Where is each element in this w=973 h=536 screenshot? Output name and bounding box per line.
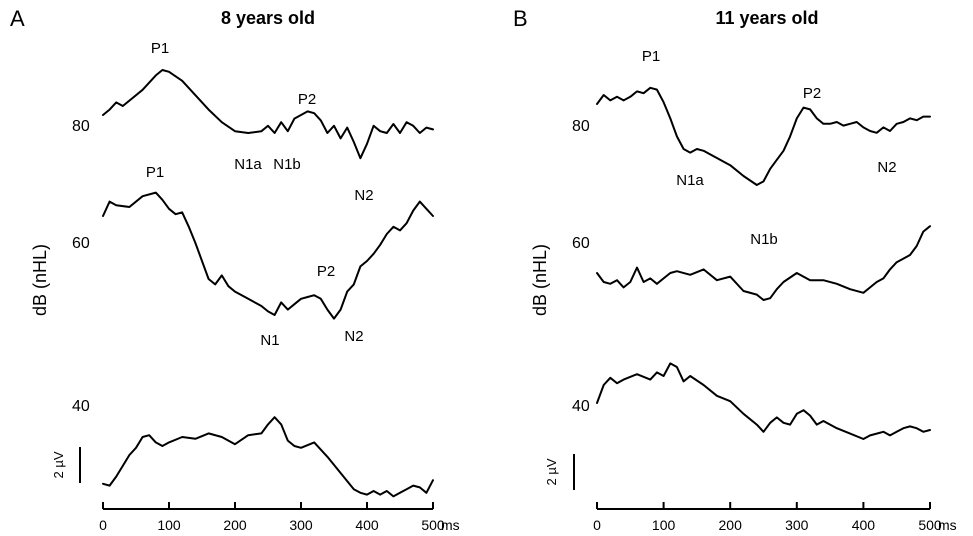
panel-a-80-n2-label: N2	[354, 187, 373, 204]
panel-a-letter: A	[10, 6, 25, 31]
panel-b-80-n2-label: N2	[877, 159, 896, 176]
panel-a-trace-60	[102, 191, 434, 320]
panel-a-80-n1b-label: N1b	[273, 156, 301, 173]
panel-b-x-tick-label: 0	[593, 517, 601, 533]
panel-a-80-p2-label: P2	[298, 91, 316, 108]
panel-b-trace-60	[596, 225, 931, 301]
panel-b-x-tick-label: 200	[719, 517, 743, 533]
panel-a: A 8 years old dB (nHL) 80 60 40 2 µV 0 10…	[10, 6, 460, 533]
panel-a-level-40: 40	[72, 398, 90, 415]
panel-a-x-tick-label: 400	[355, 517, 379, 533]
panel-b-traces	[596, 86, 931, 440]
panel-b-trace-40	[596, 362, 931, 440]
panel-a-80-n1a-label: N1a	[234, 156, 262, 173]
panel-a-x-ticks: 0 100 200 300 400 500	[99, 502, 445, 533]
panel-a-60-p2-label: P2	[317, 263, 335, 280]
panel-b-y-axis-label: dB (nHL)	[530, 244, 550, 316]
panel-b-x-tick-label: 400	[852, 517, 876, 533]
panel-a-scale-bar-label: 2 µV	[51, 451, 66, 478]
panel-b-letter: B	[513, 6, 528, 31]
panel-a-trace-80	[102, 69, 434, 160]
panel-b-level-80: 80	[572, 118, 590, 135]
panel-b-trace-80	[596, 86, 931, 186]
panel-a-x-tick-label: 200	[223, 517, 247, 533]
panel-b-title: 11 years old	[715, 8, 818, 28]
panel-b-80-n1a-label: N1a	[676, 172, 704, 189]
panel-b-x-unit: ms	[938, 517, 957, 533]
panel-a-title: 8 years old	[221, 8, 315, 28]
panel-a-60-n2-label: N2	[344, 328, 363, 345]
panel-b-scale-bar-label: 2 µV	[544, 458, 559, 485]
panel-b-80-p1-label: P1	[642, 48, 660, 65]
panel-a-level-80: 80	[72, 118, 90, 135]
panel-b: B 11 years old dB (nHL) 80 60 40 2 µV 0 1…	[513, 6, 957, 533]
panel-a-80-p1-label: P1	[151, 40, 169, 57]
panel-a-x-tick-label: 0	[99, 517, 107, 533]
panel-b-80-p2-label: P2	[803, 85, 821, 102]
panel-b-x-tick-label: 300	[785, 517, 809, 533]
panel-a-level-60: 60	[72, 235, 90, 252]
panel-a-traces	[102, 69, 434, 498]
panel-b-x-ticks: 0 100 200 300 400 500	[593, 502, 942, 533]
panel-b-80-n1b-label: N1b	[750, 231, 778, 248]
panel-a-60-n1-label: N1	[260, 332, 279, 349]
panel-a-trace-40	[102, 416, 434, 498]
panel-a-60-p1-label: P1	[146, 164, 164, 181]
panel-a-x-tick-label: 500	[421, 517, 445, 533]
panel-b-level-40: 40	[572, 398, 590, 415]
panel-b-x-tick-label: 100	[652, 517, 676, 533]
panel-a-x-tick-label: 100	[157, 517, 181, 533]
panel-a-y-axis-label: dB (nHL)	[30, 244, 50, 316]
panel-a-x-tick-label: 300	[289, 517, 313, 533]
panel-a-x-unit: ms	[441, 517, 460, 533]
panel-b-x-tick-label: 500	[918, 517, 942, 533]
panel-b-level-60: 60	[572, 235, 590, 252]
